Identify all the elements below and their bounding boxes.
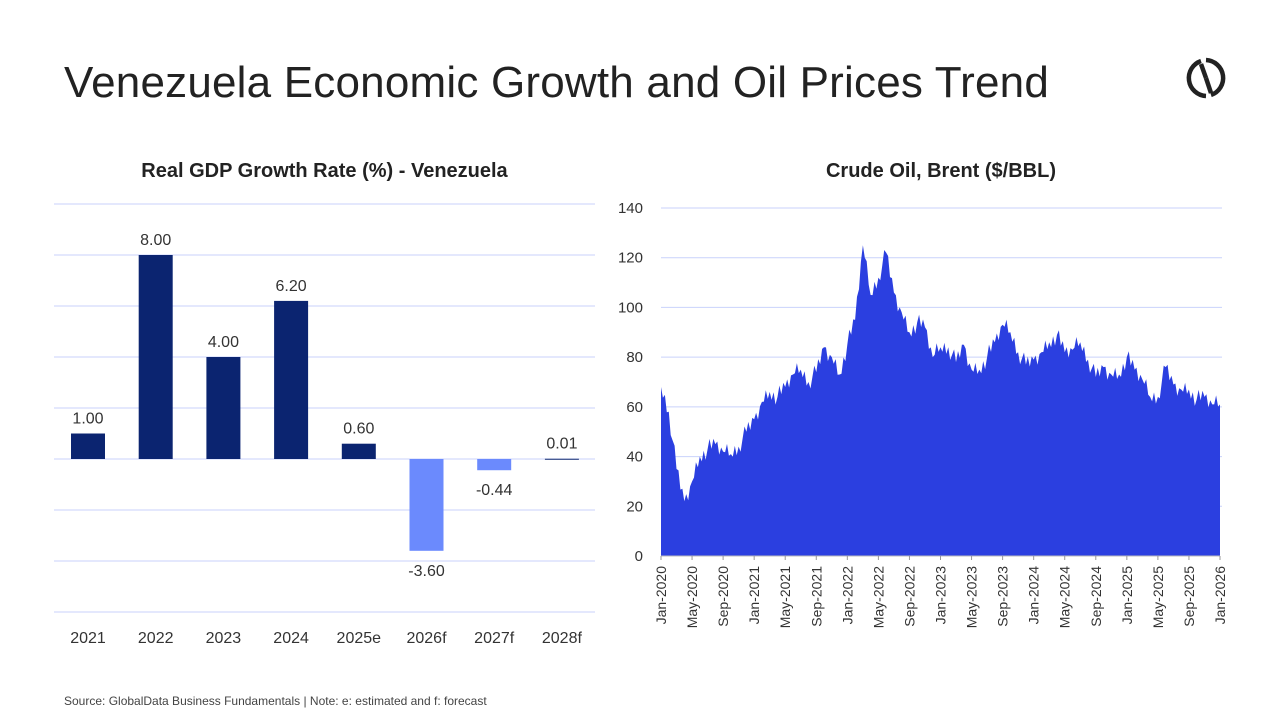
data-label: 4.00	[208, 334, 239, 351]
x-tick-label: 2023	[206, 630, 242, 647]
y-tick-label: 100	[618, 299, 643, 316]
globaldata-logo-icon	[1186, 57, 1226, 99]
data-label: 8.00	[140, 232, 171, 249]
x-tick-label: 2022	[138, 630, 174, 647]
bar	[477, 459, 512, 471]
y-tick-label: 20	[626, 498, 643, 515]
x-tick-label: 2024	[273, 630, 309, 647]
x-tick-label: Sep-2022	[901, 566, 917, 627]
bar	[409, 459, 444, 551]
x-tick-label: May-2022	[870, 566, 886, 628]
y-tick-label: 140	[618, 200, 643, 217]
x-tick-label: 2028f	[542, 630, 583, 647]
y-tick-label: 120	[618, 250, 643, 267]
x-tick-label: Sep-2023	[995, 566, 1011, 627]
bar	[71, 433, 105, 459]
bar	[544, 458, 579, 460]
x-tick-label: May-2025	[1150, 566, 1166, 628]
gdp-bar-chart: 1.00 2021 8.00 2022 4.00 2023 6.20 2024 0.60 2025…	[54, 203, 595, 647]
x-tick-label: Jan-2021	[746, 566, 762, 625]
x-tick-label: Sep-2021	[808, 566, 824, 627]
x-tick-label: 2027f	[474, 630, 515, 647]
x-tick-label: Sep-2024	[1088, 566, 1104, 627]
x-tick-label: May-2024	[1057, 566, 1073, 628]
x-tick-label: May-2023	[964, 566, 980, 628]
gdp-chart-title: Real GDP Growth Rate (%) - Venezuela	[141, 160, 508, 182]
y-tick-label: 0	[635, 548, 643, 565]
oil-chart-title: Crude Oil, Brent ($/BBL)	[825, 160, 1056, 182]
y-tick-label: 80	[626, 349, 643, 366]
x-tick-label: Jan-2020	[653, 566, 669, 625]
x-tick-label: Sep-2020	[715, 566, 731, 627]
data-label: -0.44	[476, 482, 513, 499]
x-tick-label: 2021	[70, 630, 106, 647]
x-tick-label: 2026f	[406, 630, 447, 647]
bar	[341, 443, 376, 459]
page-title: Venezuela Economic Growth and Oil Prices…	[64, 58, 1050, 107]
x-tick-label: May-2021	[777, 566, 793, 628]
x-tick-label: 2025e	[337, 630, 382, 647]
x-tick-label: May-2020	[684, 566, 700, 628]
y-tick-label: 60	[626, 399, 643, 416]
x-tick-label: Jan-2023	[933, 566, 949, 625]
bar	[206, 357, 241, 459]
data-label: 1.00	[72, 411, 103, 428]
bar	[274, 300, 309, 459]
x-tick-label: Jan-2025	[1119, 566, 1135, 625]
y-tick-label: 40	[626, 449, 643, 466]
data-label: 6.20	[276, 278, 307, 295]
oil-area-chart: 0 20 40 60 80 100 120 140 Jan-2020 May-2020 Sep-20…	[618, 200, 1228, 628]
bar	[138, 255, 173, 459]
x-tick-label: Jan-2024	[1026, 566, 1042, 625]
x-tick-label: Sep-2025	[1181, 566, 1197, 627]
data-label: -3.60	[408, 563, 445, 580]
x-tick-label: Jan-2022	[839, 566, 855, 625]
data-label: 0.60	[343, 421, 374, 438]
x-tick-label: Jan-2026	[1212, 566, 1228, 625]
source-note: Source: GlobalData Business Fundamentals…	[64, 694, 487, 708]
data-label: 0.01	[546, 436, 577, 453]
oil-price-area	[661, 245, 1220, 557]
